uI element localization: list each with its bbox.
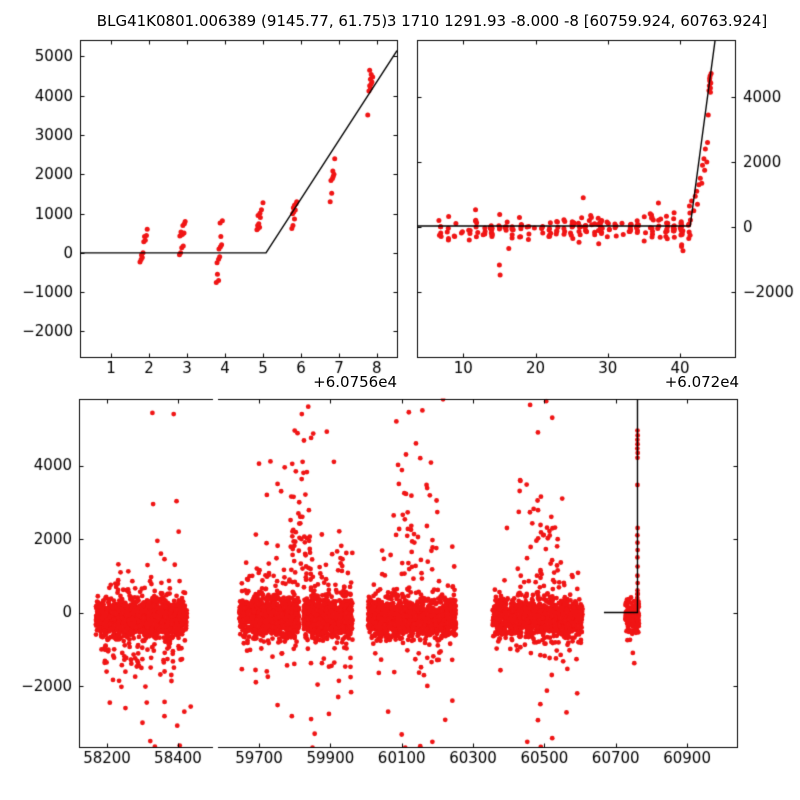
- subplot-top-right-title: 3 1710 1291.93 -8.000 -8 [60759.924, 607…: [386, 12, 768, 30]
- subplot-top-left-title: BLG41K0801.006389 (9145.77, 61.75): [96, 12, 388, 30]
- x-axis-offset-label-top-left: +6.0756e4: [313, 373, 397, 391]
- x-axis-offset-label-top-right: +6.072e4: [664, 373, 739, 391]
